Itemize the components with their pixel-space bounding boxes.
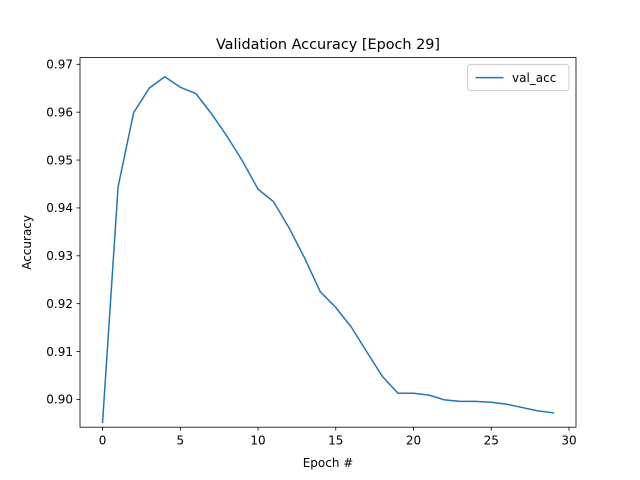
x-axis-ticks: 0 5 10 15 20 25 30 — [99, 427, 577, 448]
y-axis-ticks: 0.90 0.91 0.92 0.93 0.94 0.95 0.96 0.97 — [46, 58, 80, 407]
y-axis-label: Accuracy — [20, 215, 34, 270]
legend-box — [467, 64, 570, 92]
x-axis-label: Epoch # — [303, 456, 354, 470]
x-tick-label: 0 — [99, 434, 107, 448]
x-tick-label: 5 — [176, 434, 184, 448]
axes-frame — [79, 57, 577, 428]
y-tick-label: 0.97 — [46, 58, 73, 72]
series-layer — [101, 76, 555, 424]
legend: val_acc — [467, 64, 570, 92]
y-tick-label: 0.90 — [46, 393, 73, 407]
y-tick-label: 0.96 — [46, 105, 73, 119]
x-tick-label: 30 — [561, 434, 576, 448]
y-tick-label: 0.93 — [46, 249, 73, 263]
x-tick-label: 20 — [406, 434, 421, 448]
y-tick-label: 0.91 — [46, 345, 73, 359]
plot-area: 0 5 10 15 20 25 30 0.900.910.920.930.940.950.9… — [46, 57, 577, 448]
x-tick-label: 25 — [484, 434, 499, 448]
series-line-val-acc — [101, 76, 555, 424]
legend-label-val-acc: val_acc — [512, 71, 556, 85]
x-tick-label: 10 — [250, 434, 265, 448]
y-tick-label: 0.92 — [46, 297, 73, 311]
y-tick-label: 0.94 — [46, 201, 73, 215]
chart-title: Validation Accuracy [Epoch 29] — [216, 37, 440, 53]
y-tick-label: 0.95 — [46, 153, 73, 167]
x-tick-label: 15 — [328, 434, 343, 448]
